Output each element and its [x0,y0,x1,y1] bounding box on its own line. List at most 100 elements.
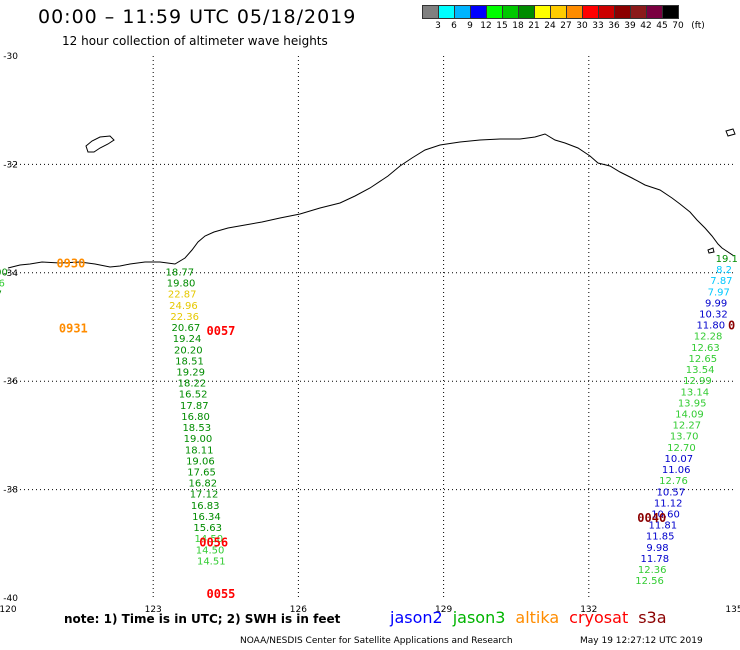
wave-height-value: 11.78 [641,554,670,565]
satellite-altika: altika [515,608,560,627]
longitude-label: 129 [435,605,452,615]
wave-height-value: 19.80 [167,279,196,290]
wave-height-value: 20.20 [174,345,203,356]
legend-label: 30 [576,21,588,31]
pass-time-label: 0 [728,319,735,333]
island-southeast [707,247,715,254]
wave-height-value: 16.82 [188,479,217,490]
legend-label: 3 [435,21,441,31]
wave-height-value: 12.70 [667,443,696,454]
wave-height-value: 11.06 [662,465,691,476]
wave-height-value: 12.28 [694,332,723,343]
wave-height-value: 8.2 [716,265,732,276]
longitude-label: 126 [290,605,307,615]
footnote: note: 1) Time is in UTC; 2) SWH is in fe… [64,612,341,626]
map-title: 00:00 – 11:59 UTC 05/18/2019 [38,6,357,28]
wave-height-value: 11.12 [654,498,683,509]
legend-label: 45 [656,21,668,31]
legend-label: 39 [624,21,636,31]
legend-swatches [422,5,740,19]
wave-height-value: 11.80 [696,321,725,332]
wave-height-value: 12.27 [672,421,701,432]
wave-height-value: 11.85 [646,532,675,543]
wave-height-value: 10.57 [657,487,686,498]
wave-height-value: 17.12 [190,490,219,501]
wave-height-value: 18.53 [182,423,211,434]
wave-height-value: 12.63 [691,343,720,354]
wave-height-value: 16.52 [179,390,208,401]
pass-time-label: 0056 [199,536,228,550]
wave-height-value: 15.63 [193,523,222,534]
legend-label: 70 [672,21,684,31]
legend-labels: 3 6 9 12 15 18 21 24 27 30 33 36 39 42 45 70 (ft) [422,21,740,33]
wave-height-value: 10.07 [665,454,694,465]
wave-height-value: 18.51 [175,356,204,367]
satellite-cryosat: cryosat [569,608,629,627]
wave-height-value: 13.54 [686,365,715,376]
color-legend: 3 6 9 12 15 18 21 24 27 30 33 36 39 42 45 70 (ft) [422,5,740,33]
wave-height-value: 10.60 [651,510,680,521]
longitude-label: 135 [725,605,740,615]
legend-label: 6 [451,21,457,31]
wave-height-value: 10.32 [699,310,728,321]
wave-height-value: 12.99 [683,376,712,387]
pass-time-label: 0040 [637,511,666,525]
latitude-label: -30 [3,52,18,62]
wave-height-value: 14.51 [197,556,226,567]
legend-label: 12 [480,21,492,31]
wave-height-value: 19.1 [716,254,738,265]
wave-height-value: 18.22 [178,379,207,390]
legend-label: 18 [512,21,524,31]
wave-height-value: 19.06 [186,456,215,467]
wave-height-value: 16.34 [192,512,221,523]
wave-height-value: 20.67 [172,323,201,334]
legend-swatch [662,5,679,19]
longitude-label: 123 [145,605,162,615]
australia-south-coast [7,133,735,269]
wave-height-value: 9.98 [646,543,668,554]
longitude-label: 132 [580,605,597,615]
wave-height-value: 15.27 [0,290,2,301]
satellite-legend: jason2 jason3 altika cryosat s3a [390,608,677,627]
wave-height-value: 15.00 [0,268,8,279]
legend-label: 9 [467,21,473,31]
latitude-label: -38 [3,486,18,496]
wave-height-value: 17.87 [180,401,209,412]
generation-timestamp: May 19 12:27:12 UTC 2019 [580,636,703,646]
wave-height-value: 7.97 [708,287,730,298]
wave-height-values: 15.0014.7615.2716.0915.6415.3615.4914.08… [0,254,738,587]
pass-time-label: 0055 [207,587,236,601]
legend-label: 33 [592,21,604,31]
latitude-label: -34 [3,269,18,279]
island-west [85,135,115,153]
legend-label: 24 [544,21,556,31]
satellite-s3a: s3a [638,608,667,627]
wave-height-value: 12.56 [635,576,664,587]
wave-height-value: 13.14 [680,387,709,398]
wave-height-value: 19.00 [184,434,213,445]
wave-height-value: 12.76 [659,476,688,487]
wave-height-value: 12.36 [638,565,667,576]
wave-height-value: 22.87 [168,290,197,301]
latitude-label: -36 [3,377,18,387]
axis-labels: 120 123 126 129 132 135 -30 -32 -34 -36 -38 -40 [0,52,740,615]
wave-height-value: 19.29 [176,368,205,379]
wave-height-value: 16.80 [181,412,210,423]
latitude-label: -32 [3,160,18,170]
wave-height-value: 14.76 [0,279,5,290]
wave-height-value: 22.36 [170,312,199,323]
latitude-label: -40 [3,594,18,604]
wave-height-value: 9.99 [705,298,727,309]
wave-height-value: 16.83 [191,501,220,512]
wave-height-value: 13.70 [670,432,699,443]
map-subtitle: 12 hour collection of altimeter wave hei… [62,34,328,48]
pass-time-label: 0930 [56,256,85,270]
wave-height-value: 19.24 [173,334,202,345]
pass-time-label: 0931 [59,321,88,335]
satellite-jason3: jason3 [452,608,506,627]
wave-height-value: 17.65 [187,468,216,479]
wave-height-value: 18.11 [185,445,214,456]
wave-height-value: 14.09 [675,410,704,421]
wave-height-value: 7.87 [710,276,732,287]
